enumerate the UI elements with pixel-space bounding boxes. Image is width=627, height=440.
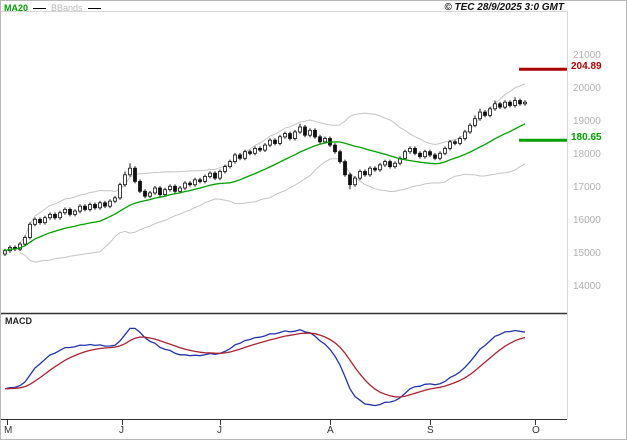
price-axis-label-17000: 17000 <box>573 182 601 193</box>
chart-legend: MA20 BBands <box>4 3 101 13</box>
price-axis-label-15000: 15000 <box>573 248 601 259</box>
x-axis-label-sep: S <box>427 425 434 436</box>
price-axis-label-21000: 21000 <box>573 50 601 61</box>
copyright-text: © TEC 28/9/2025 3:0 GMT <box>444 2 564 13</box>
price-axis-label-19000: 19000 <box>573 116 601 127</box>
price-axis-label-14000: 14000 <box>573 281 601 292</box>
price-axis-label-18000: 18000 <box>573 149 601 160</box>
price-axis-label-16000: 16000 <box>573 215 601 226</box>
x-axis-label-oct: O <box>532 425 540 436</box>
ma20-line-swatch-icon <box>33 7 47 9</box>
x-axis-label-jul: J <box>217 425 222 436</box>
x-axis-label-aug: A <box>327 425 334 436</box>
bbands-line-swatch-icon <box>87 7 101 9</box>
bbands-legend-label: BBands <box>51 3 83 13</box>
resistance-level-label: 204.89 <box>571 61 602 72</box>
price-axis-label-20000: 20000 <box>573 83 601 94</box>
support-level-label: 180.65 <box>571 132 602 143</box>
ma20-legend-label: MA20 <box>4 3 29 13</box>
x-axis-label-jun: J <box>119 425 124 436</box>
x-axis-label-may: M <box>4 425 13 436</box>
macd-panel-label: MACD <box>5 316 32 326</box>
